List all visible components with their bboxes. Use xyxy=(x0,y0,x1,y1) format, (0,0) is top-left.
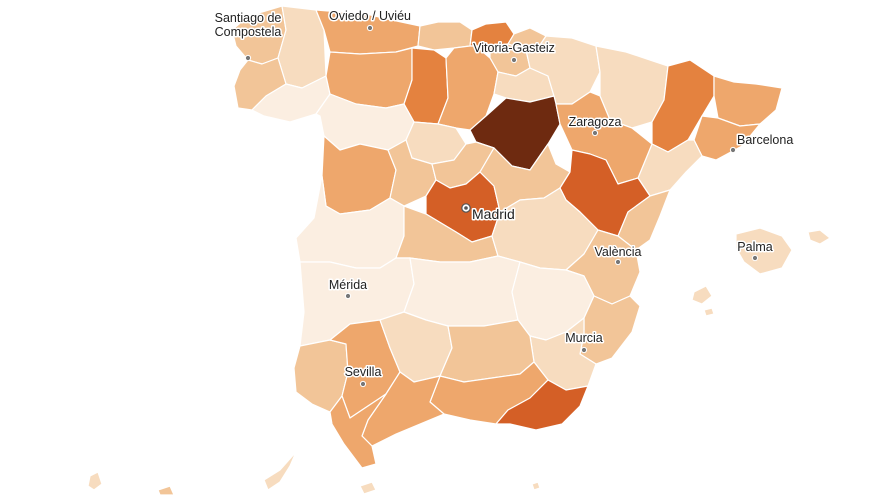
province-alicante[interactable] xyxy=(579,295,641,365)
city-label-palma: Palma xyxy=(737,240,772,254)
city-label-zaragoza: Zaragoza xyxy=(569,115,622,129)
city-dot-icon xyxy=(366,24,374,32)
city-label-sevilla: Sevilla xyxy=(345,365,382,379)
province-formentera[interactable] xyxy=(703,307,715,317)
city-dot-icon xyxy=(344,292,352,300)
city-dot-icon xyxy=(591,129,599,137)
province-mallorca[interactable] xyxy=(735,227,793,275)
city-dot-icon xyxy=(359,380,367,388)
province-almeria[interactable] xyxy=(495,379,589,431)
province-ceuta[interactable] xyxy=(359,481,377,495)
city-label-oviedo: Oviedo / Uviéu xyxy=(329,9,411,23)
city-label-madrid: Madrid xyxy=(472,206,515,222)
province-melilla[interactable] xyxy=(531,481,541,491)
province-fragment-b[interactable] xyxy=(263,451,297,491)
city-label-santiago-line-1: Santiago de xyxy=(215,11,282,25)
province-layer xyxy=(87,5,831,495)
province-fragment-a[interactable] xyxy=(87,471,103,491)
city-label-barcelona: Barcelona xyxy=(737,133,793,147)
city-label-santiago-line-2: Compostela xyxy=(215,25,282,39)
province-castellon[interactable] xyxy=(617,189,671,251)
city-dot-icon xyxy=(729,146,737,154)
province-fragment-c[interactable] xyxy=(157,485,175,495)
city-label-merida: Mérida xyxy=(329,278,367,292)
province-ibiza[interactable] xyxy=(691,285,713,305)
province-girona[interactable] xyxy=(713,75,783,127)
city-dot-icon xyxy=(614,258,622,266)
province-menorca[interactable] xyxy=(807,229,831,245)
city-label-murcia: Murcia xyxy=(565,331,603,345)
capital-marker-center-icon xyxy=(464,206,468,210)
city-dot-icon xyxy=(751,254,759,262)
province-ciudad-real[interactable] xyxy=(403,255,521,327)
city-dot-icon xyxy=(580,346,588,354)
city-dot-icon xyxy=(244,54,252,62)
province-cantabria[interactable] xyxy=(417,21,473,51)
city-dot-icon xyxy=(510,56,518,64)
city-label-vitoria: Vitoria-Gasteiz xyxy=(473,41,555,55)
province-cadiz[interactable] xyxy=(329,393,387,469)
province-jaen[interactable] xyxy=(439,319,535,383)
city-label-valencia: València xyxy=(594,245,641,259)
